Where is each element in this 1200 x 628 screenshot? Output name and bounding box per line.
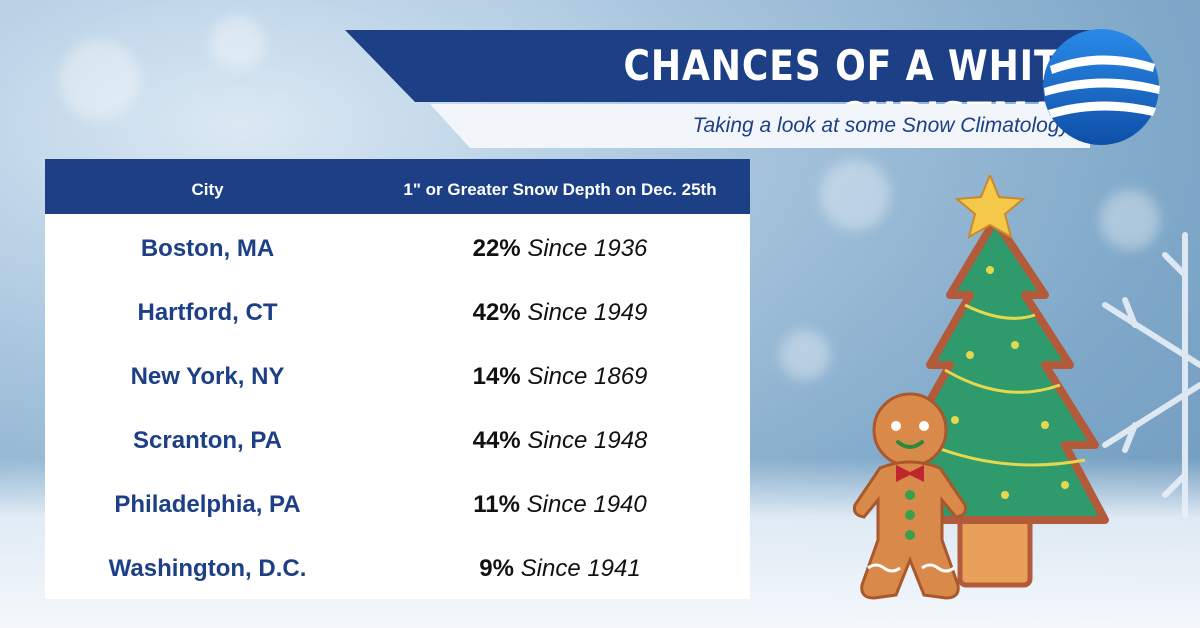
snow-chance-cell: 42% Since 1949 — [370, 281, 750, 345]
table-header: City 1" or Greater Snow Depth on Dec. 25… — [45, 159, 750, 214]
since-year: Since 1949 — [527, 299, 648, 326]
bokeh-light — [210, 15, 265, 70]
table-row: Washington, D.C. 9% Since 1941 — [45, 537, 750, 601]
page-title: CHANCES OF A WHITE CHRISTMAS — [623, 41, 1085, 142]
bokeh-light — [60, 40, 140, 120]
city-cell: Boston, MA — [140, 235, 275, 262]
subtitle-banner: Taking a look at some Snow Climatology — [430, 104, 1090, 148]
since-year: Since 1941 — [520, 555, 641, 582]
snow-chance-cell: 9% Since 1941 — [370, 537, 750, 601]
table-row: Philadelphia, PA 11% Since 1940 — [45, 473, 750, 537]
star-icon — [954, 175, 1026, 240]
snow-climatology-table: City 1" or Greater Snow Depth on Dec. 25… — [45, 159, 750, 599]
since-year: Since 1936 — [527, 235, 648, 262]
percent-value: 22% — [472, 235, 521, 262]
table-row: Scranton, PA 44% Since 1948 — [45, 409, 750, 473]
since-year: Since 1869 — [527, 363, 648, 390]
since-year: Since 1948 — [527, 427, 648, 454]
christmas-tree-icon — [895, 175, 1109, 588]
column-header-snow-depth: 1" or Greater Snow Depth on Dec. 25th — [403, 180, 717, 199]
percent-value: 14% — [472, 363, 521, 390]
city-cell: New York, NY — [130, 363, 285, 390]
bokeh-light — [820, 160, 890, 230]
snow-chance-cell: 11% Since 1940 — [370, 473, 750, 537]
since-year: Since 1940 — [526, 491, 647, 518]
gingerbread-man-icon — [852, 392, 968, 600]
globe-logo-icon — [1043, 29, 1160, 145]
city-cell: Hartford, CT — [137, 299, 278, 326]
percent-value: 11% — [473, 491, 520, 518]
table-row: Hartford, CT 42% Since 1949 — [45, 281, 750, 345]
bokeh-light — [780, 330, 830, 380]
column-header-city: City — [191, 180, 224, 199]
title-banner: CHANCES OF A WHITE CHRISTMAS — [345, 30, 1090, 142]
snow-chance-cell: 22% Since 1936 — [370, 217, 750, 281]
percent-value: 9% — [479, 555, 514, 582]
table-row: New York, NY 14% Since 1869 — [45, 345, 750, 409]
percent-value: 44% — [472, 427, 521, 454]
bokeh-light — [1100, 190, 1160, 250]
city-cell: Philadelphia, PA — [114, 491, 301, 518]
city-cell: Scranton, PA — [133, 427, 282, 454]
snowflake-icon — [1102, 232, 1200, 518]
table-row: Boston, MA 22% Since 1936 — [45, 217, 750, 281]
percent-value: 42% — [472, 299, 521, 326]
page-subtitle: Taking a look at some Snow Climatology — [692, 114, 1070, 137]
snow-chance-cell: 44% Since 1948 — [370, 409, 750, 473]
city-cell: Washington, D.C. — [108, 555, 307, 582]
snow-chance-cell: 14% Since 1869 — [370, 345, 750, 409]
